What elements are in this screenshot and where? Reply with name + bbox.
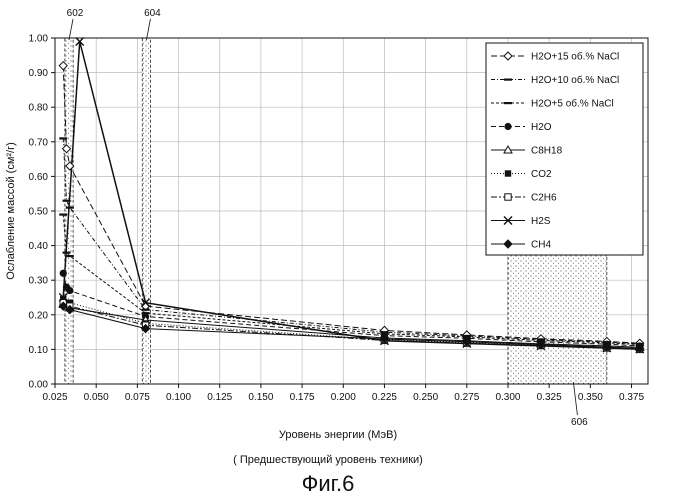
y-tick-label: 0.90 xyxy=(29,68,49,79)
x-tick-label: 0.175 xyxy=(290,392,315,403)
x-tick-label: 0.350 xyxy=(578,392,603,403)
x-tick-label: 0.325 xyxy=(537,392,562,403)
data-point xyxy=(66,207,74,209)
y-tick-label: 0.20 xyxy=(29,310,49,321)
x-tick-label: 0.150 xyxy=(248,392,273,403)
legend-swatch-marker xyxy=(504,79,512,81)
x-tick-label: 0.050 xyxy=(84,392,109,403)
data-point xyxy=(59,137,67,139)
legend-entry-label: CO2 xyxy=(531,169,552,180)
callout-leader xyxy=(146,19,150,40)
y-tick-label: 0.40 xyxy=(29,241,49,252)
x-tick-label: 0.200 xyxy=(331,392,356,403)
band-callout-label: 606 xyxy=(571,417,588,428)
legend-swatch-marker xyxy=(505,194,511,200)
data-point xyxy=(142,309,150,311)
chart-caption: ( Предшествующий уровень техники) xyxy=(233,454,423,466)
y-tick-label: 0.80 xyxy=(29,103,49,114)
x-tick-label: 0.275 xyxy=(454,392,479,403)
data-point xyxy=(60,270,67,277)
data-point xyxy=(59,213,67,215)
legend: H2O+15 об.% NaCl H2O+10 об.% NaCl H2O+5 об… xyxy=(486,43,643,255)
legend-entry-label: H2O+5 об.% NaCl xyxy=(531,98,614,110)
legend-entry-label: H2S xyxy=(531,216,551,227)
figure-label: Фиг.6 xyxy=(302,471,355,496)
legend-entry-label: H2O xyxy=(531,122,552,133)
legend-entry-label: H2O+15 об.% NaCl xyxy=(531,51,619,63)
band-callout-label: 602 xyxy=(67,8,84,19)
y-tick-label: 0.00 xyxy=(29,380,49,391)
legend-swatch-marker xyxy=(504,102,512,104)
x-tick-label: 0.075 xyxy=(125,392,150,403)
data-point xyxy=(66,255,74,257)
x-tick-label: 0.375 xyxy=(619,392,644,403)
data-point xyxy=(63,200,71,202)
data-point xyxy=(66,287,73,294)
legend-swatch-marker xyxy=(505,170,511,176)
x-tick-label: 0.300 xyxy=(495,392,520,403)
y-tick-label: 1.00 xyxy=(29,34,49,45)
y-axis-label: Ослабление массой (см²/г) xyxy=(5,142,17,280)
callout-leader xyxy=(573,382,577,415)
y-tick-label: 0.30 xyxy=(29,276,49,287)
highlight-band xyxy=(508,251,607,384)
x-tick-label: 0.225 xyxy=(372,392,397,403)
legend-entry-label: H2O+10 об.% NaCl xyxy=(531,74,619,86)
x-axis-label: Уровень энергии (МэВ) xyxy=(279,429,397,441)
legend-entry-label: C2H6 xyxy=(531,193,557,204)
x-tick-label: 0.250 xyxy=(413,392,438,403)
y-tick-label: 0.50 xyxy=(29,207,49,218)
x-tick-label: 0.025 xyxy=(42,392,67,403)
x-tick-label: 0.125 xyxy=(207,392,232,403)
y-tick-label: 0.70 xyxy=(29,137,49,148)
legend-entry-label: C8H18 xyxy=(531,146,563,157)
legend-entry-label: CH4 xyxy=(531,240,551,251)
y-tick-label: 0.60 xyxy=(29,172,49,183)
y-tick-label: 0.10 xyxy=(29,345,49,356)
legend-swatch-marker xyxy=(504,123,511,130)
x-tick-label: 0.100 xyxy=(166,392,191,403)
band-callout-label: 604 xyxy=(144,8,161,19)
data-point xyxy=(63,252,71,254)
callout-leader xyxy=(69,19,73,40)
